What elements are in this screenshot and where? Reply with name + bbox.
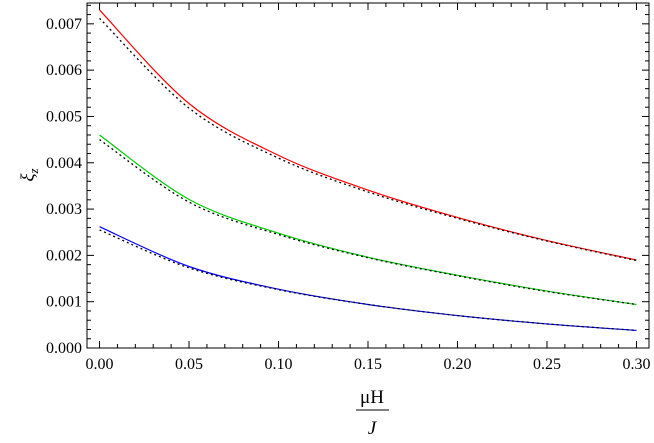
y-axis-label-main: ξ (18, 173, 39, 182)
y-tick-label: 0.005 (46, 108, 82, 125)
y-tick-label: 0.006 (46, 62, 82, 79)
series-line-2 (99, 17, 637, 262)
x-tick-label: 0.25 (533, 356, 561, 373)
y-axis-label: ξz (18, 168, 41, 181)
y-tick-label: 0.007 (46, 16, 82, 33)
x-tick-label: 0.05 (175, 356, 203, 373)
series-line-4 (99, 139, 637, 306)
tick-labels: 0.00 0.05 0.10 0.15 0.20 0.25 0.30 0.000 0.001 0.… (46, 16, 650, 373)
x-tick-label: 0.00 (86, 356, 114, 373)
y-tick-label: 0.004 (46, 155, 82, 172)
ticks (87, 3, 649, 349)
y-tick-label: 0.003 (46, 201, 82, 218)
x-tick-label: 0.20 (443, 356, 471, 373)
plot-frame (86, 2, 650, 349)
series-line-3 (99, 134, 637, 306)
x-axis-label-denominator: J (368, 418, 378, 439)
x-axis-label-numerator: μH (360, 387, 384, 408)
x-tick-label: 0.15 (354, 356, 382, 373)
x-tick-label: 0.30 (622, 356, 650, 373)
series-line-1 (99, 9, 637, 261)
y-axis-label-subscript: z (26, 168, 41, 174)
svg-text:ξz: ξz (18, 168, 41, 181)
y-tick-label: 0.001 (46, 294, 82, 311)
series-group (99, 9, 637, 332)
y-tick-label: 0.000 (46, 340, 82, 357)
x-tick-label: 0.10 (265, 356, 293, 373)
series-line-6 (99, 229, 637, 332)
y-tick-label: 0.002 (46, 247, 82, 264)
